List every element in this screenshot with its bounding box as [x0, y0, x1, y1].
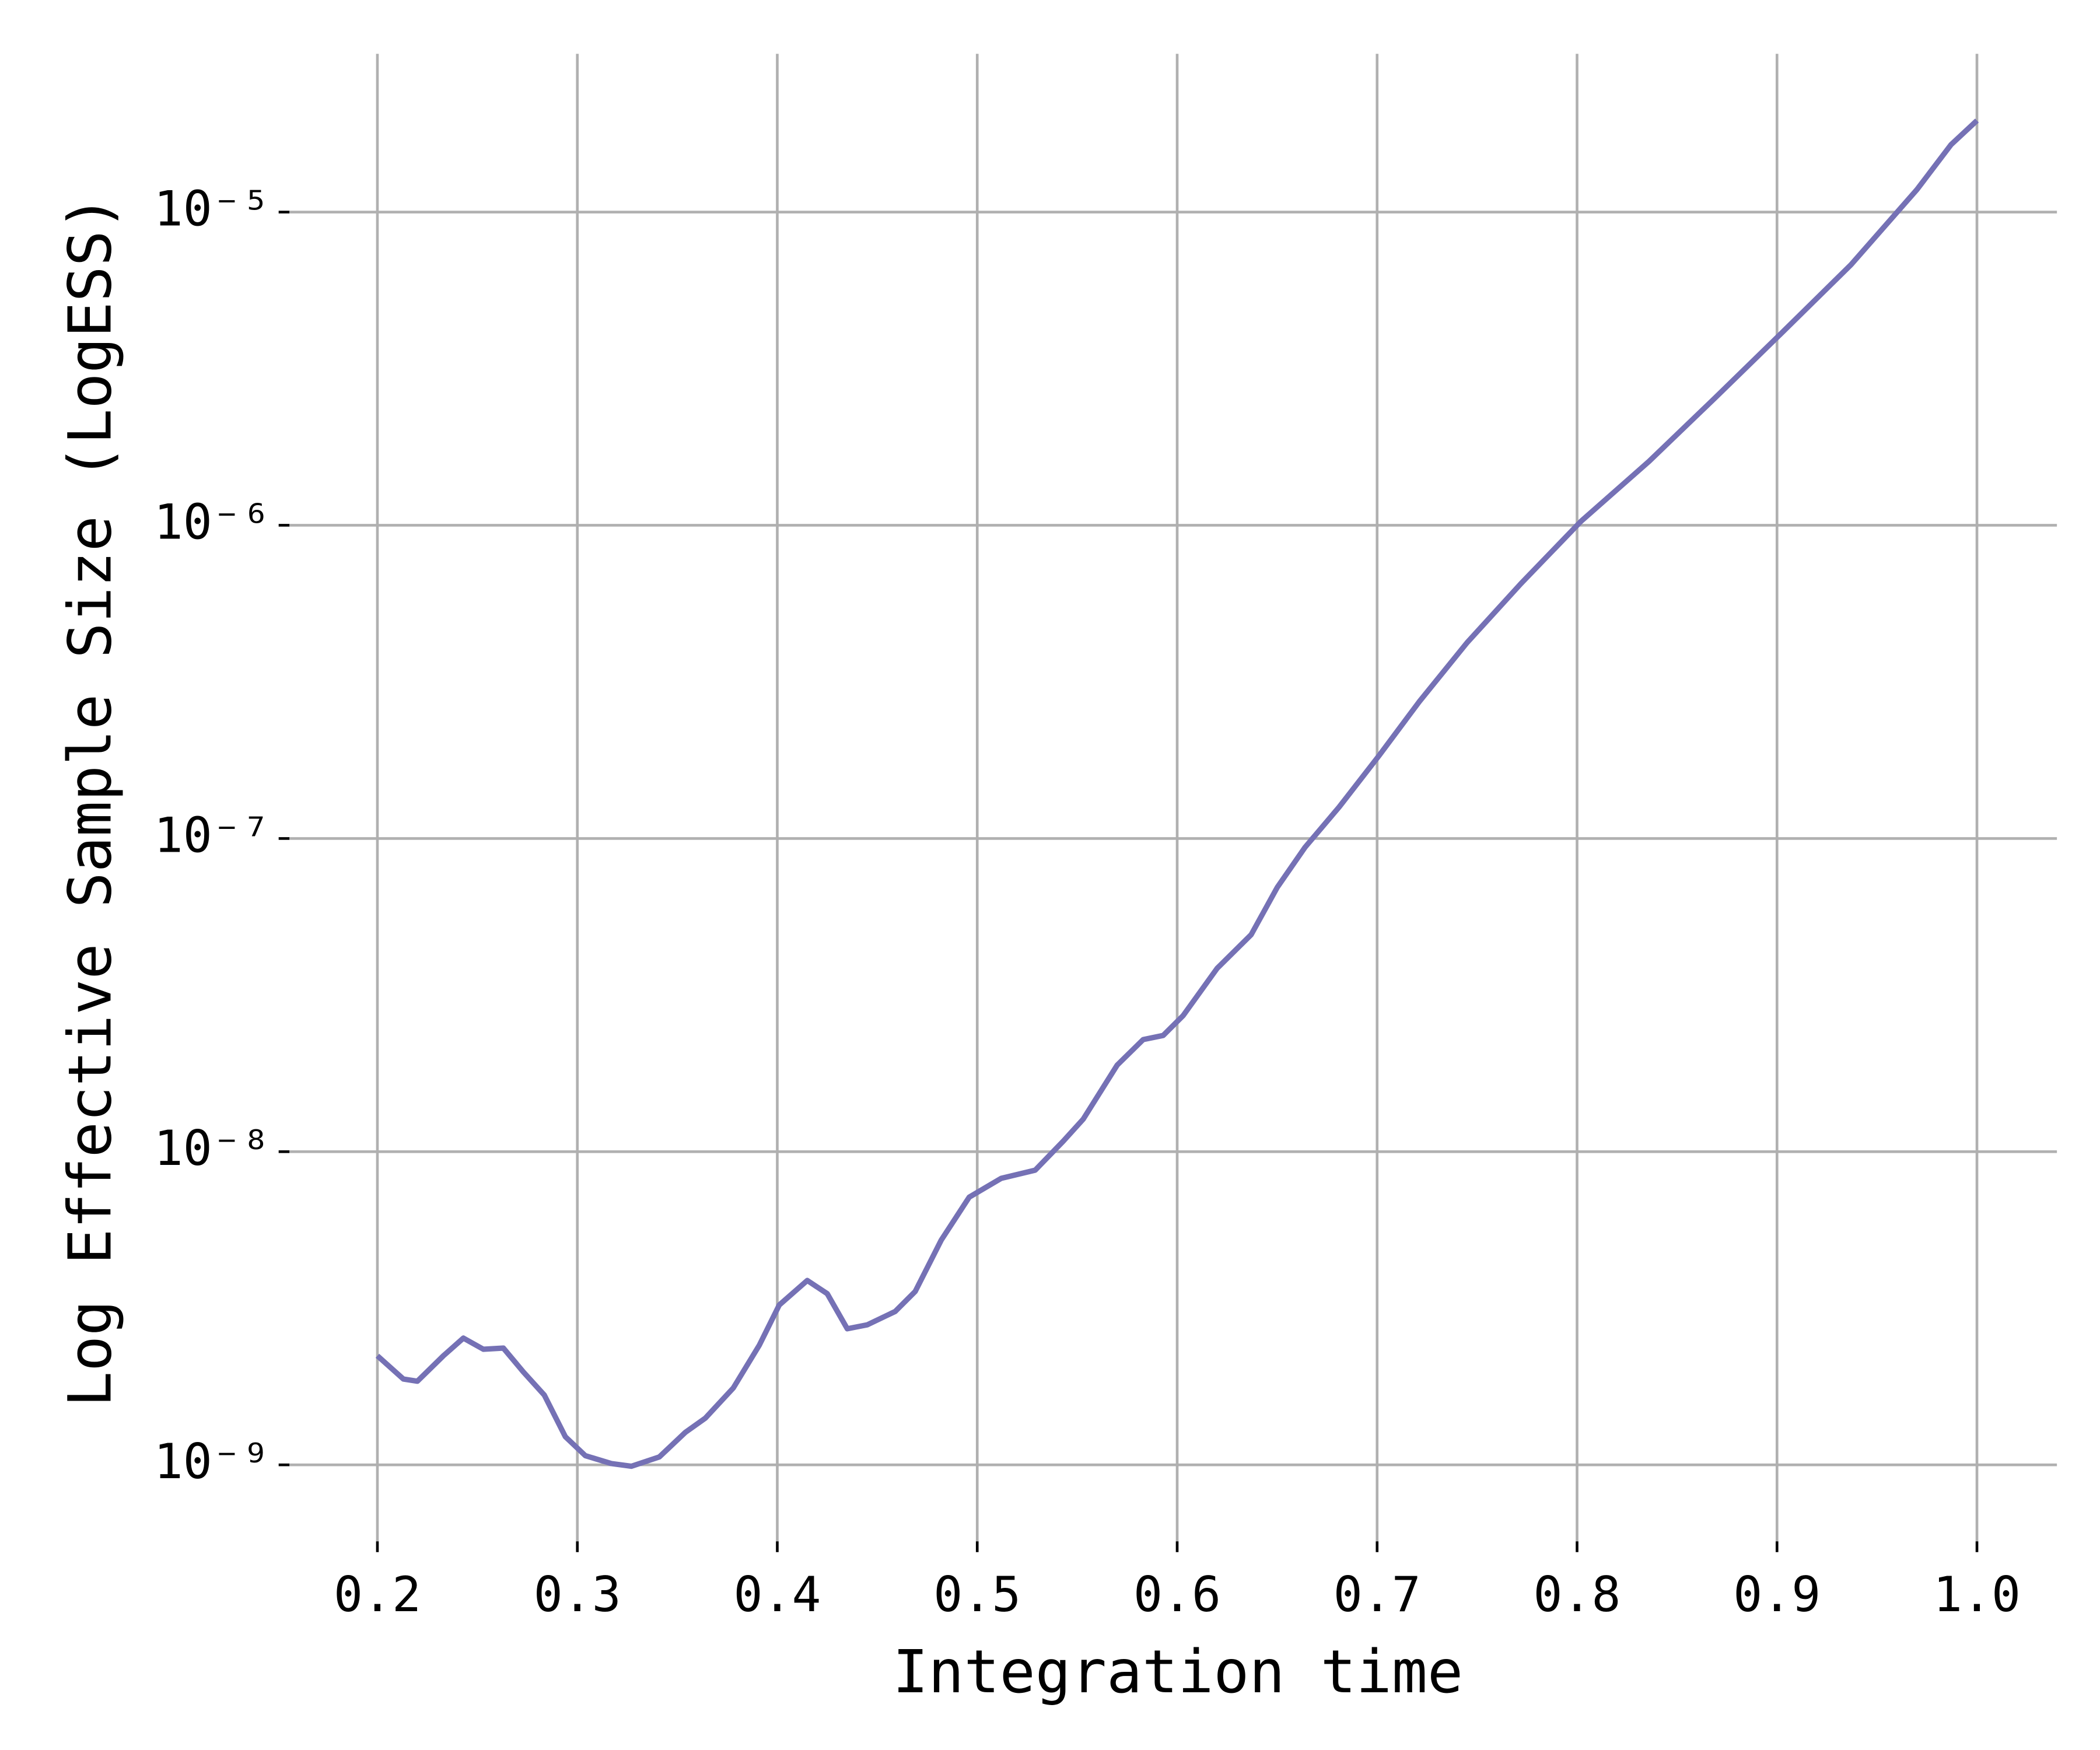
x-tick-label: 0.9 — [1733, 1566, 1821, 1623]
x-tick-label: 0.7 — [1334, 1566, 1421, 1623]
data-line — [375, 118, 1979, 1469]
x-axis-label: Integration time — [892, 1637, 1463, 1706]
x-tick-label: 0.4 — [733, 1566, 821, 1623]
x-tick-label: 0.3 — [534, 1566, 621, 1623]
x-tick-label: 1.0 — [1933, 1566, 2021, 1623]
y-tick-label: 10⁻⁵ — [154, 180, 271, 237]
y-axis-label: Log Effective Sample Size (LogESS) — [55, 195, 124, 1407]
x-tick-label: 0.8 — [1534, 1566, 1621, 1623]
y-tick-label: 10⁻⁷ — [154, 807, 271, 863]
x-tick-label: 0.2 — [334, 1566, 421, 1623]
y-tick-label: 10⁻⁹ — [154, 1433, 271, 1490]
y-tick-label: 10⁻⁸ — [154, 1120, 271, 1177]
y-tick-label: 10⁻⁶ — [154, 494, 271, 550]
x-tick-label: 0.6 — [1133, 1566, 1221, 1623]
x-tick-label: 0.5 — [933, 1566, 1021, 1623]
